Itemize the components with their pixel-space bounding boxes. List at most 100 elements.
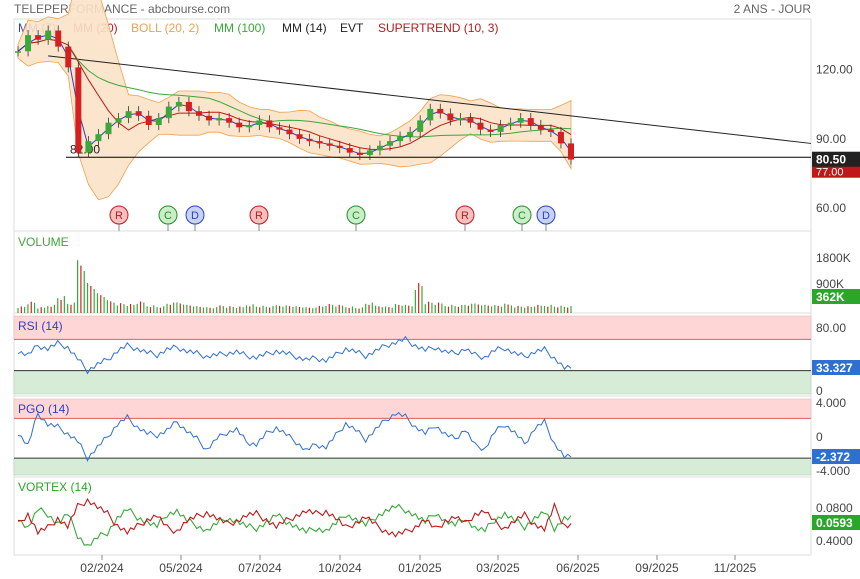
candle-body: [387, 141, 394, 146]
candle-body: [427, 108, 434, 121]
last-low-badge: [812, 165, 860, 178]
legend-item: BOLL (20, 2): [131, 21, 199, 35]
candle-body: [487, 129, 494, 132]
vortex-tick-label: 0.4000: [816, 534, 853, 548]
candle-body: [527, 118, 534, 125]
trend-line: [48, 55, 812, 144]
event-marker: [536, 205, 556, 225]
mm20-line: [17, 38, 572, 151]
candle-body: [437, 108, 444, 114]
event-label: C: [518, 210, 526, 222]
rsi-tick-label: 80.00: [816, 321, 846, 335]
volume-panel-frame: [13, 230, 812, 314]
candle-body: [517, 118, 524, 123]
indicator-legend: MM (7)MM (20)BOLL (20, 2)MM (100)MM (14)…: [18, 21, 498, 35]
event-label: D: [191, 210, 199, 222]
x-tick-label: 10/2024: [318, 561, 362, 575]
volume-tick-label: 1800K: [816, 251, 851, 265]
candle-body: [557, 131, 564, 144]
oscillator-line: [17, 412, 572, 463]
bollinger-band: [17, 0, 572, 201]
candle-body: [568, 143, 574, 160]
oscillator-last-badge: [812, 360, 860, 376]
candle-body: [346, 148, 353, 153]
candle-body: [135, 111, 142, 116]
candle-body: [276, 127, 283, 130]
candle-body: [266, 120, 273, 128]
candle-body: [326, 143, 333, 146]
candle-body: [15, 51, 21, 53]
event-marker: [512, 205, 532, 225]
oscillator-title: RSI (14): [18, 319, 63, 333]
oscillator-line: [17, 335, 572, 375]
x-tick-label: 09/2025: [635, 561, 679, 575]
event-label: D: [542, 210, 550, 222]
x-tick-label: 03/2025: [476, 561, 520, 575]
price-tick-label: 60.00: [816, 201, 846, 215]
pgo-tick-label: -4.000: [816, 464, 850, 478]
x-tick-label: 01/2025: [398, 561, 442, 575]
legend-item: SUPERTREND (10, 3): [378, 21, 498, 35]
x-tick-label: 06/2025: [556, 561, 600, 575]
candle-body: [467, 118, 474, 123]
oscillator-title: PGO (14): [18, 402, 69, 416]
candle-body: [316, 141, 323, 144]
candle-body: [226, 118, 233, 123]
candle-body: [105, 122, 112, 135]
chart-source-title: TELEPERFORMANCE - abcbourse.com: [14, 2, 230, 16]
vortex-tick-label: 0.0800: [816, 501, 853, 515]
price-tick-label: 90.00: [816, 132, 846, 146]
event-label: C: [164, 210, 172, 222]
candle-body: [75, 67, 82, 153]
vortex-line: [17, 497, 572, 538]
candle-body: [125, 111, 132, 119]
candle-body: [65, 46, 72, 68]
chart-period: 2 ANS - JOUR: [734, 2, 812, 16]
candle-body: [236, 122, 243, 128]
price-tick-label: 120.00: [816, 63, 853, 77]
candle-body: [195, 111, 202, 116]
candle-body: [296, 134, 303, 139]
legend-item: MM (14): [282, 21, 327, 35]
rsi-tick-label: 0: [816, 384, 823, 398]
x-tick-label: 02/2024: [80, 561, 124, 575]
candle-body: [366, 150, 373, 155]
event-marker: [249, 205, 269, 225]
event-label: R: [461, 210, 469, 222]
candle-body: [537, 125, 544, 130]
rsi-panel: RSI (14) 33.327 80.00 0: [13, 315, 860, 398]
event-marker: [455, 205, 475, 225]
overbought-zone: [13, 398, 812, 419]
event-marker: [185, 205, 205, 225]
pgo-tick-label: 0: [816, 430, 823, 444]
candle-body: [185, 101, 192, 112]
candle-body: [407, 131, 414, 137]
event-marker: [158, 205, 178, 225]
candle-body: [45, 30, 52, 40]
oversold-zone: [13, 370, 812, 395]
candle-body: [145, 115, 152, 125]
x-tick-label: 05/2024: [159, 561, 203, 575]
legend-item: MM (100): [214, 21, 265, 35]
candle-body: [477, 122, 484, 130]
legend-item: EVT: [340, 21, 364, 35]
oversold-zone: [13, 457, 812, 476]
candle-body: [216, 118, 223, 121]
candle-body: [356, 152, 363, 155]
volume-last-badge: [812, 289, 860, 304]
candle-body: [35, 35, 42, 40]
candle-body: [497, 125, 504, 132]
candle-body: [286, 129, 293, 135]
vortex-title: VORTEX (14): [18, 480, 92, 494]
event-label: C: [352, 210, 360, 222]
candle-body: [397, 136, 404, 142]
vortex-last-text: 0.0593: [816, 516, 853, 530]
candle-body: [256, 120, 263, 125]
volume-last-text: 362K: [816, 290, 845, 304]
volume-tick-label: 900K: [816, 277, 844, 291]
x-axis: 02/2024 05/2024 07/2024 10/2024 01/2025 03/20…: [80, 555, 757, 575]
event-label: R: [115, 210, 123, 222]
